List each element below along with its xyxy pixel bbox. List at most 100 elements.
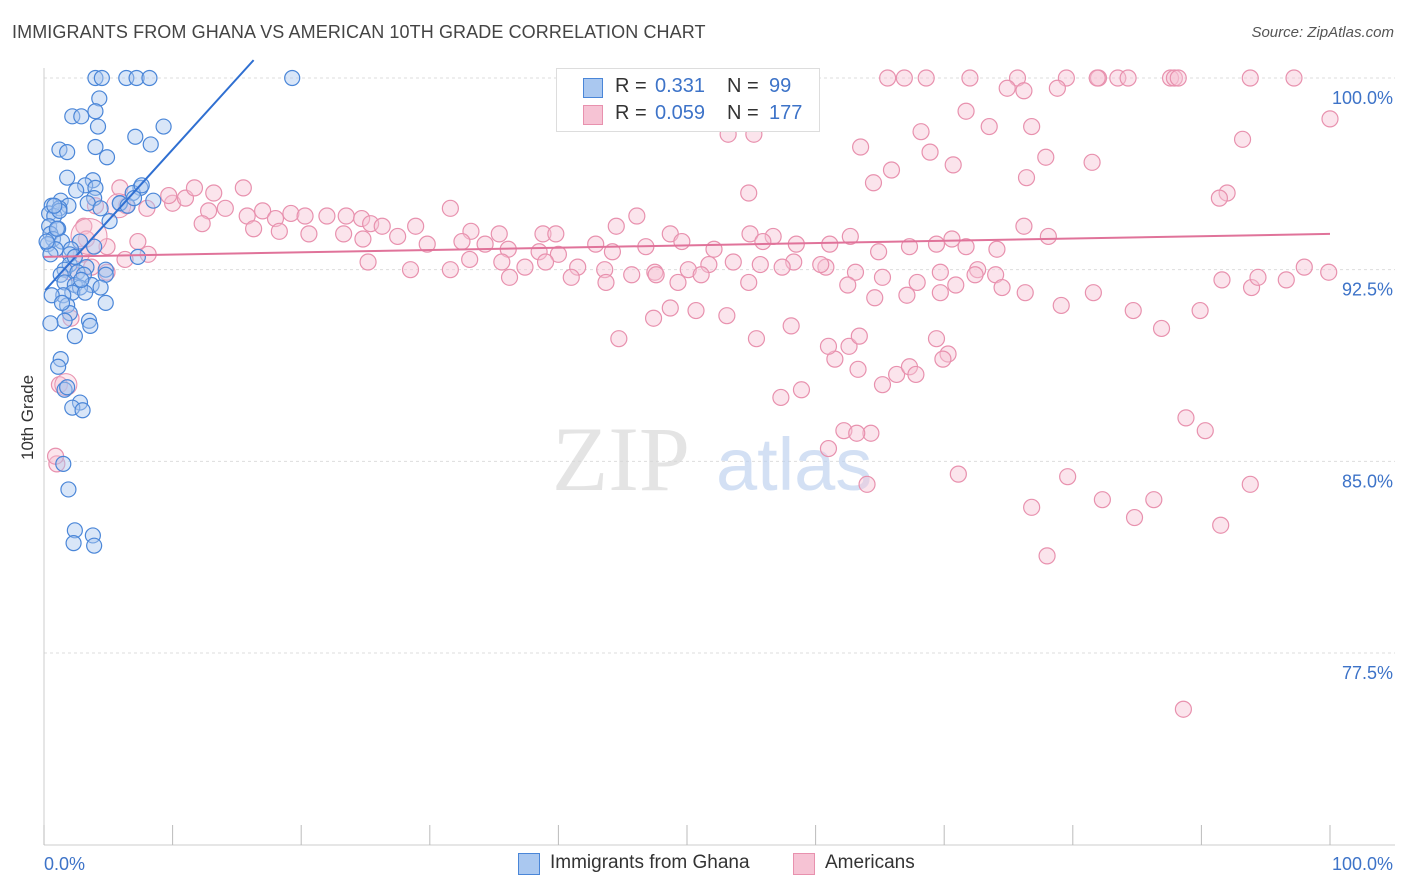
- americans-point: [673, 232, 691, 251]
- americans-point: [597, 273, 615, 292]
- ghana-point: [38, 233, 55, 250]
- ghana-points: [38, 69, 301, 554]
- americans-point: [300, 225, 318, 243]
- americans-point: [1213, 271, 1231, 289]
- ghana-point: [59, 169, 76, 186]
- americans-point: [957, 238, 975, 256]
- pink-swatch: [793, 853, 815, 875]
- americans-point: [866, 289, 884, 307]
- ghana-point: [128, 69, 145, 87]
- americans-point: [596, 261, 614, 279]
- americans-point: [850, 327, 868, 345]
- x-tick-label: 100.0%: [1332, 854, 1393, 874]
- americans-point: [1285, 69, 1303, 87]
- watermark-zip: ZIP: [552, 408, 690, 510]
- americans-point: [647, 266, 665, 284]
- ghana-point: [73, 108, 90, 125]
- ghana-point: [66, 522, 83, 539]
- americans-point: [1212, 516, 1230, 534]
- ghana-point: [125, 190, 143, 207]
- ghana-point: [46, 197, 63, 214]
- americans-point: [917, 69, 935, 87]
- americans-point: [1242, 278, 1261, 297]
- americans-point: [1083, 153, 1101, 171]
- americans-point: [493, 253, 511, 271]
- ghana-point: [142, 136, 159, 153]
- americans-point: [628, 207, 646, 225]
- americans-point: [389, 227, 407, 246]
- ghana-point: [98, 149, 116, 166]
- americans-point: [772, 388, 790, 407]
- ghana-point: [59, 144, 76, 161]
- ghana-point: [55, 455, 72, 472]
- ghana-point: [82, 317, 99, 334]
- ghana-point: [97, 294, 114, 311]
- source-credit: Source: ZipAtlas.com: [1251, 24, 1394, 41]
- americans-point: [849, 360, 867, 378]
- americans-point: [754, 232, 772, 251]
- americans-point: [1015, 82, 1033, 100]
- americans-point: [841, 227, 859, 246]
- americans-point: [270, 222, 288, 240]
- ghana-point: [86, 537, 103, 554]
- americans-point: [792, 381, 811, 399]
- americans-point: [980, 117, 998, 136]
- ghana-point: [92, 279, 109, 296]
- americans-point: [245, 220, 263, 238]
- ghana-point: [87, 138, 104, 156]
- chart-title: IMMIGRANTS FROM GHANA VS AMERICAN 10TH G…: [12, 22, 706, 42]
- americans-point: [185, 179, 204, 197]
- americans-point: [1295, 258, 1313, 276]
- americans-point: [1038, 547, 1056, 565]
- americans-point: [888, 365, 906, 384]
- americans-point: [623, 266, 641, 284]
- americans-point: [610, 330, 628, 348]
- americans-point: [266, 209, 285, 228]
- americans-point: [562, 268, 580, 286]
- ghana-point: [92, 200, 109, 217]
- n-value: 99: [769, 75, 792, 97]
- ghana-point: [53, 294, 71, 311]
- americans-point: [934, 350, 952, 368]
- ghana-point: [74, 402, 91, 419]
- ghana-point: [66, 328, 83, 345]
- ghana-point: [86, 238, 103, 255]
- americans-point: [254, 202, 272, 220]
- americans-point: [1037, 148, 1055, 166]
- r-label: R =: [615, 102, 647, 124]
- ghana-point: [91, 90, 108, 107]
- americans-point: [870, 243, 888, 261]
- americans-point: [75, 217, 93, 235]
- americans-points: [46, 69, 1339, 718]
- americans-point: [705, 240, 723, 258]
- americans-point: [354, 230, 372, 248]
- americans-point: [461, 250, 479, 269]
- americans-point: [862, 424, 880, 442]
- americans-point: [835, 422, 853, 440]
- americans-point: [160, 186, 178, 205]
- americans-point: [740, 184, 758, 202]
- ghana-point: [56, 312, 73, 329]
- americans-point: [898, 286, 916, 304]
- americans-point: [216, 199, 234, 217]
- americans-point: [858, 475, 876, 493]
- americans-point: [873, 268, 892, 286]
- americans-point: [441, 199, 459, 217]
- americans-point: [907, 365, 925, 384]
- americans-point: [669, 273, 687, 292]
- americans-point: [747, 330, 766, 348]
- trend-lines: [43, 59, 1331, 291]
- ghana-point: [59, 379, 76, 396]
- americans-point: [1174, 700, 1192, 718]
- ghana-point: [87, 103, 104, 120]
- americans-point: [949, 465, 967, 483]
- americans-point: [549, 245, 568, 263]
- ghana-point: [141, 69, 158, 87]
- americans-point: [1084, 284, 1102, 302]
- americans-point: [921, 143, 939, 161]
- americans-point: [500, 268, 519, 286]
- americans-point: [1124, 301, 1142, 320]
- americans-point: [1145, 491, 1163, 509]
- americans-point: [773, 258, 791, 276]
- americans-point: [988, 240, 1006, 258]
